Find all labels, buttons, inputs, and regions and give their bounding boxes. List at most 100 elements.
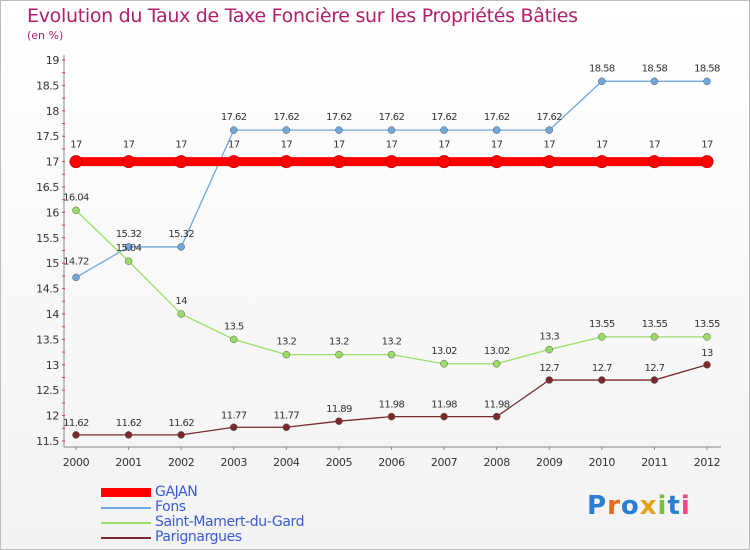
data-point	[440, 126, 448, 134]
data-label: 11.98	[431, 400, 457, 411]
data-label: 17	[70, 140, 82, 151]
data-label: 17	[596, 140, 608, 151]
data-point	[230, 126, 238, 134]
data-label: 17	[333, 140, 345, 151]
legend-swatch	[101, 537, 151, 539]
data-point	[124, 243, 133, 251]
legend-label: Fons	[155, 499, 186, 515]
data-point	[598, 333, 606, 341]
data-label: 18.58	[642, 63, 668, 74]
data-point	[72, 273, 80, 282]
data-point	[387, 126, 396, 134]
y-tick-label: 16.5	[36, 181, 59, 194]
x-tick-label: 2007	[431, 456, 458, 469]
data-label: 18.58	[589, 63, 615, 74]
data-label: 13.2	[276, 337, 296, 348]
data-point	[174, 155, 188, 169]
x-tick-label: 2009	[536, 456, 563, 469]
legend-label: GAJAN	[155, 484, 198, 500]
line-chart: 11.5 12 12.5 13 13.5 14 14.5 15 15.5 16 16.5 17 17.5…	[36, 54, 721, 469]
data-label: 13.55	[642, 319, 668, 330]
data-label: 14.72	[63, 256, 89, 267]
data-label: 15.04	[116, 243, 142, 254]
data-point	[647, 155, 661, 169]
data-point	[437, 155, 451, 169]
y-tick-label: 16	[46, 206, 60, 219]
x-tick-label: 2005	[326, 456, 353, 469]
data-point	[177, 310, 185, 318]
data-label: 17.62	[484, 112, 510, 123]
legend-swatch	[101, 507, 151, 509]
data-label: 17.62	[326, 112, 352, 123]
data-point	[650, 376, 659, 384]
data-point	[230, 423, 238, 432]
y-tick-label: 19	[46, 54, 60, 67]
data-point	[69, 155, 83, 169]
data-point	[279, 155, 293, 169]
data-label: 11.62	[116, 418, 142, 429]
logo-letter: o	[620, 491, 640, 521]
data-label: 13.2	[329, 337, 349, 348]
data-point	[177, 243, 185, 251]
legend-swatch	[101, 522, 151, 524]
data-label: 17	[175, 140, 187, 151]
data-point	[598, 77, 606, 86]
logo-letter: i	[680, 491, 691, 521]
data-label: 13.3	[539, 332, 559, 343]
data-point	[177, 431, 185, 439]
logo-letter: x	[639, 491, 658, 521]
data-point	[335, 126, 343, 134]
data-point	[387, 350, 396, 359]
y-tick-label: 18.5	[36, 79, 59, 92]
x-tick-label: 2002	[168, 456, 194, 469]
legend-swatch	[101, 488, 151, 497]
data-label: 11.77	[221, 410, 247, 421]
legend-label: Parignargues	[155, 529, 242, 545]
data-point	[598, 376, 606, 384]
data-label: 13.2	[382, 337, 402, 348]
data-label: 17	[281, 140, 293, 151]
y-tick-label: 15	[46, 257, 60, 270]
logo-letter: i	[657, 491, 668, 521]
data-point	[545, 345, 553, 354]
data-point	[595, 155, 609, 169]
data-label: 17	[491, 140, 503, 151]
data-point	[282, 126, 291, 134]
logo-letter: P	[587, 491, 608, 521]
chart-title: Evolution du Taux de Taxe Foncière sur l…	[27, 5, 578, 27]
unit-label: (en %)	[27, 29, 64, 42]
x-tick-label: 2004	[273, 456, 300, 469]
data-label: 17	[649, 140, 661, 151]
data-label: 18.58	[694, 63, 720, 74]
data-label: 17	[228, 140, 240, 151]
x-tick-label: 2008	[483, 456, 510, 469]
data-point	[282, 350, 291, 359]
y-tick-label: 13.5	[36, 333, 59, 346]
data-label: 11.98	[379, 400, 405, 411]
data-point	[72, 206, 80, 215]
data-point	[227, 155, 241, 169]
data-label: 13.5	[224, 321, 244, 332]
y-tick-label: 17	[46, 156, 60, 169]
x-tick-label: 2006	[378, 456, 405, 469]
data-point	[545, 126, 553, 134]
data-label: 14	[175, 296, 187, 307]
data-point	[124, 431, 133, 439]
data-point	[122, 155, 136, 169]
data-point	[332, 155, 346, 169]
data-point	[335, 350, 343, 359]
data-label: 12.7	[644, 363, 664, 374]
data-point	[492, 412, 501, 421]
data-point	[387, 412, 396, 421]
data-point	[282, 423, 291, 432]
data-label: 15.32	[116, 229, 142, 240]
y-tick-label: 13	[46, 359, 60, 372]
data-point	[440, 412, 448, 421]
data-label: 11.62	[63, 418, 89, 429]
data-label: 17	[438, 140, 450, 151]
data-point	[703, 361, 711, 369]
data-label: 17	[701, 140, 713, 151]
x-tick-label: 2001	[115, 456, 141, 469]
data-label: 12.7	[592, 363, 612, 374]
